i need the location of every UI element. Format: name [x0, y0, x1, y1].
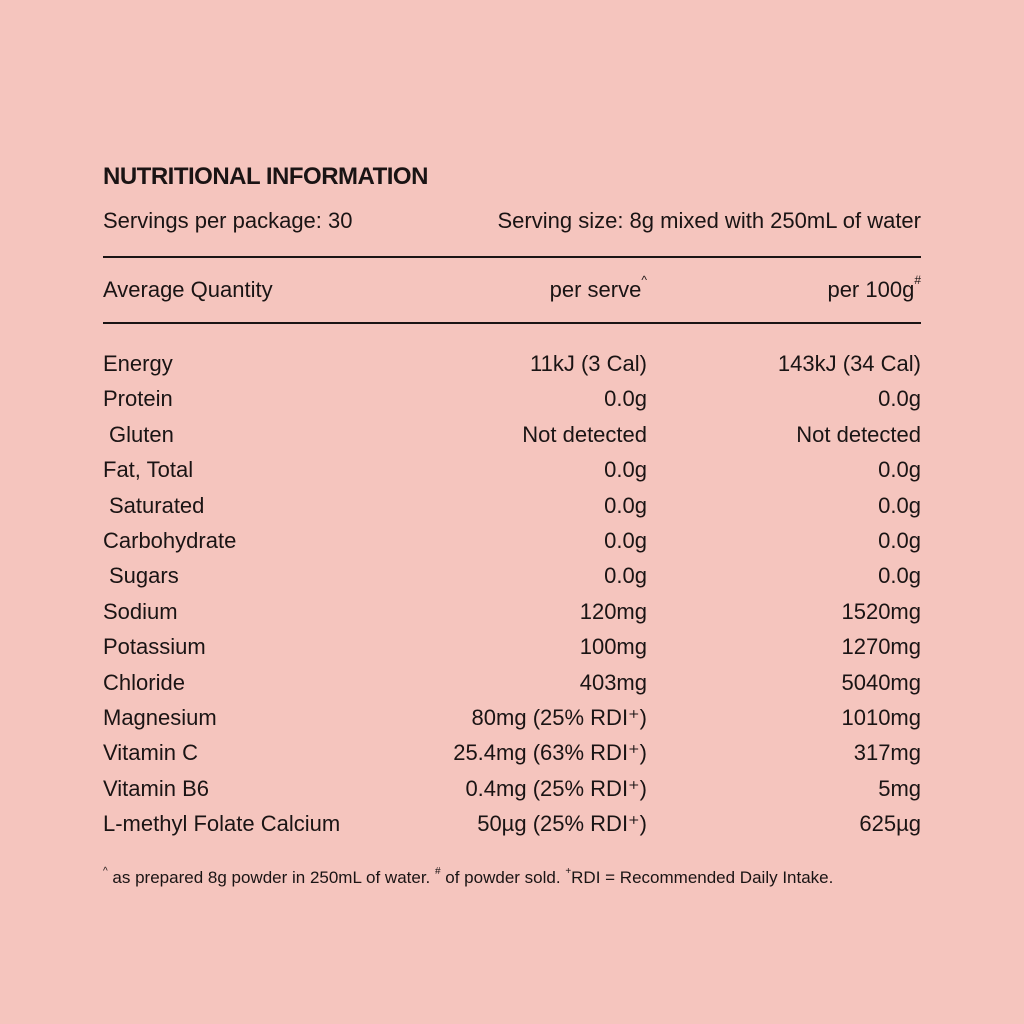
nutrition-rows: Energy 11kJ (3 Cal) 143kJ (34 Cal) Protein 0…: [103, 346, 921, 841]
row-per-serve: 403mg: [579, 669, 647, 695]
table-row: Vitamin B6 0.4mg (25% RDI⁺) 5mg: [103, 771, 921, 806]
table-row: Carbohydrate 0.0g 0.0g: [103, 523, 921, 558]
header-per-serve-sup: ^: [641, 273, 647, 287]
row-per-serve: 0.0g: [604, 457, 647, 483]
table-row: Energy 11kJ (3 Cal) 143kJ (34 Cal): [103, 346, 921, 381]
footnote-sup-caret: ^: [103, 866, 108, 877]
row-per-100g: 5040mg: [841, 669, 921, 695]
row-per-serve: 0.4mg (25% RDI⁺): [465, 775, 647, 801]
table-row: Sodium 120mg 1520mg: [103, 594, 921, 629]
row-per-serve: 100mg: [579, 634, 647, 660]
row-label: Magnesium: [103, 704, 217, 730]
header-per-serve-label: per serve: [549, 277, 642, 302]
header-divider: [103, 322, 921, 324]
row-label: Carbohydrate: [103, 527, 237, 553]
row-per-serve: 0.0g: [604, 492, 647, 518]
row-per-100g: Not detected: [796, 421, 921, 447]
row-label: Chloride: [103, 669, 185, 695]
row-per-100g: 1010mg: [841, 704, 921, 730]
row-per-100g: 5mg: [878, 775, 921, 801]
serving-size: Serving size: 8g mixed with 250mL of wat…: [497, 208, 922, 233]
row-per-100g: 0.0g: [878, 492, 921, 518]
nutrition-panel: NUTRITIONAL INFORMATION Servings per pac…: [103, 160, 921, 841]
row-per-100g: 1270mg: [841, 634, 921, 660]
footnote-text-1: as prepared 8g powder in 250mL of water.: [107, 868, 435, 887]
servings-per-package: Servings per package: 30: [103, 208, 353, 233]
footnote-sup-plus: +: [565, 866, 572, 877]
row-per-serve: 50µg (25% RDI⁺): [477, 811, 647, 837]
row-label: Vitamin B6: [103, 775, 209, 801]
row-label: Sugars: [109, 563, 179, 589]
row-label: Saturated: [109, 492, 205, 518]
table-row: Sugars 0.0g 0.0g: [103, 558, 921, 593]
row-per-100g: 143kJ (34 Cal): [777, 351, 921, 376]
header-per-100g-label: per 100g: [827, 277, 915, 302]
row-label: Vitamin C: [103, 740, 198, 766]
row-per-serve: 25.4mg (63% RDI⁺): [453, 740, 647, 766]
row-per-100g: 0.0g: [878, 527, 921, 553]
row-label: Fat, Total: [103, 457, 194, 483]
top-divider: [103, 256, 921, 258]
table-header: Average Quantity per serve^ per 100g#: [103, 258, 921, 322]
header-per-100g: per 100g#: [647, 273, 921, 303]
panel-title: NUTRITIONAL INFORMATION: [103, 163, 428, 190]
row-per-serve: 120mg: [579, 598, 647, 624]
row-label: Sodium: [103, 598, 178, 624]
row-label: Protein: [103, 386, 173, 412]
table-row: Gluten Not detected Not detected: [103, 417, 921, 452]
table-row: Magnesium 80mg (25% RDI⁺) 1010mg: [103, 700, 921, 735]
row-per-serve: Not detected: [522, 421, 647, 447]
table-row: Saturated 0.0g 0.0g: [103, 488, 921, 523]
row-label: L-methyl Folate Calcium: [103, 811, 341, 837]
row-per-100g: 0.0g: [878, 457, 921, 483]
table-row: L-methyl Folate Calcium 50µg (25% RDI⁺) 62…: [103, 806, 921, 841]
footnote-text-3: RDI = Recommended Daily Intake.: [571, 868, 834, 887]
footnote-text-2: of powder sold.: [440, 868, 566, 887]
row-per-100g: 317mg: [853, 740, 921, 766]
row-label: Potassium: [103, 634, 206, 660]
header-average-quantity: Average Quantity: [103, 277, 273, 302]
table-row: Chloride 403mg 5040mg: [103, 665, 921, 700]
header-per-100g-sup: #: [914, 273, 921, 287]
table-row: Protein 0.0g 0.0g: [103, 381, 921, 416]
row-per-100g: 0.0g: [878, 386, 921, 412]
header-per-serve: per serve^: [347, 273, 647, 303]
row-per-serve: 0.0g: [604, 563, 647, 589]
row-per-serve: 0.0g: [604, 386, 647, 412]
table-row: Vitamin C 25.4mg (63% RDI⁺) 317mg: [103, 735, 921, 770]
row-label: Energy: [103, 351, 173, 376]
servings-line: Servings per package: 30 Serving size: 8…: [103, 206, 921, 236]
footnote-sup-hash: #: [435, 866, 441, 877]
row-per-100g: 625µg: [859, 811, 921, 837]
row-per-100g: 0.0g: [878, 563, 921, 589]
row-per-serve: 0.0g: [604, 527, 647, 553]
row-label: Gluten: [109, 421, 174, 447]
row-per-100g: 1520mg: [841, 598, 921, 624]
row-per-serve: 11kJ (3 Cal): [530, 351, 647, 376]
row-per-serve: 80mg (25% RDI⁺): [471, 704, 647, 730]
table-row: Potassium 100mg 1270mg: [103, 629, 921, 664]
footnote: ^ as prepared 8g powder in 250mL of wate…: [103, 866, 834, 888]
table-row: Fat, Total 0.0g 0.0g: [103, 452, 921, 487]
